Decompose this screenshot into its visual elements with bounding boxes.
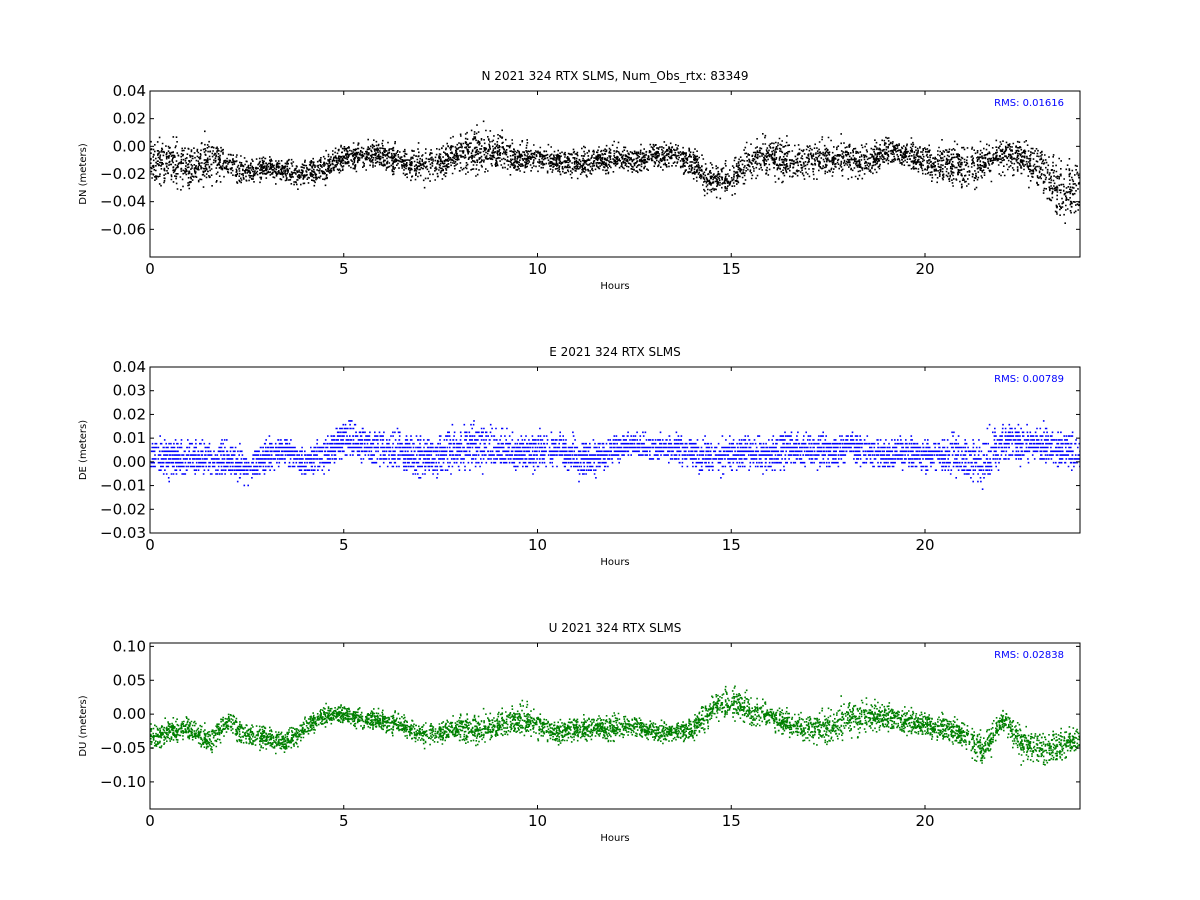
de-xlabel: Hours <box>600 557 629 568</box>
dn-point-cloud <box>150 120 1080 224</box>
du-ylabel: DU (meters) <box>78 695 89 756</box>
de-ylabel: DE (meters) <box>78 420 89 480</box>
dn-xtick-label: 20 <box>915 260 934 278</box>
dn-ytick-label: −0.06 <box>100 220 146 238</box>
du-xlabel: Hours <box>600 833 629 844</box>
de-ytick-label: −0.01 <box>100 477 146 495</box>
dn-xtick-label: 0 <box>145 260 155 278</box>
de-ytick-label: 0.02 <box>113 405 146 423</box>
de-point-cloud <box>150 420 1080 490</box>
du-xtick-label: 10 <box>528 812 547 830</box>
du-ytick-label: 0.00 <box>113 705 146 723</box>
de-rms-annotation: RMS: 0.00789 <box>994 374 1064 385</box>
du-xtick-label: 5 <box>339 812 349 830</box>
de-xtick-label: 20 <box>915 536 934 554</box>
de-scatter-points <box>150 420 1080 490</box>
dn-xtick-label: 5 <box>339 260 349 278</box>
du-xtick-label: 0 <box>145 812 155 830</box>
dn-xlabel: Hours <box>600 281 629 292</box>
de-ytick-label: −0.03 <box>100 524 146 542</box>
du-scatter-points <box>150 685 1080 766</box>
de-xtick-label: 5 <box>339 536 349 554</box>
dn-xtick-label: 15 <box>722 260 741 278</box>
de-title: E 2021 324 RTX SLMS <box>549 345 681 359</box>
de-ytick-label: 0.00 <box>113 453 146 471</box>
de-ytick-label: 0.04 <box>113 358 146 376</box>
de-xtick-label: 10 <box>528 536 547 554</box>
subplot-du: 0 5 10 15 20 −0.10 −0.05 0.00 0.05 0.10 U 2021 324… <box>78 621 1081 844</box>
du-ytick-label: 0.10 <box>113 637 146 655</box>
dn-ytick-label: −0.04 <box>100 193 146 211</box>
de-xtick-label: 0 <box>145 536 155 554</box>
dn-rms-annotation: RMS: 0.01616 <box>994 98 1064 109</box>
du-ytick-label: −0.10 <box>100 773 146 791</box>
du-xtick-label: 20 <box>915 812 934 830</box>
du-rms-annotation: RMS: 0.02838 <box>994 650 1064 661</box>
du-title: U 2021 324 RTX SLMS <box>549 621 682 635</box>
du-axes-frame <box>149 642 1081 810</box>
dn-ytick-label: 0.02 <box>113 110 146 128</box>
du-ytick-label: 0.05 <box>113 671 146 689</box>
dn-ytick-label: 0.04 <box>113 82 146 100</box>
du-ytick-label: −0.05 <box>100 739 146 757</box>
dn-xtick-label: 10 <box>528 260 547 278</box>
de-ytick-label: 0.03 <box>113 382 146 400</box>
de-ytick-label: −0.02 <box>100 500 146 518</box>
subplot-dn: 0 5 10 15 20 −0.06 −0.04 −0.02 0.00 0.02 0.04 N 202… <box>78 69 1081 292</box>
dn-ytick-label: 0.00 <box>113 137 146 155</box>
de-axes-frame <box>149 366 1081 534</box>
de-xtick-label: 15 <box>722 536 741 554</box>
du-point-cloud <box>150 685 1080 766</box>
dn-ylabel: DN (meters) <box>78 143 89 205</box>
dn-ytick-label: −0.02 <box>100 165 146 183</box>
de-ytick-label: 0.01 <box>113 429 146 447</box>
dn-title: N 2021 324 RTX SLMS, Num_Obs_rtx: 83349 <box>482 69 749 83</box>
du-xtick-label: 15 <box>722 812 741 830</box>
dn-scatter-points <box>150 120 1080 224</box>
subplot-de: 0 5 10 15 20 −0.03 −0.02 −0.01 0.00 0.01 0.02 0.03 0… <box>78 345 1081 568</box>
